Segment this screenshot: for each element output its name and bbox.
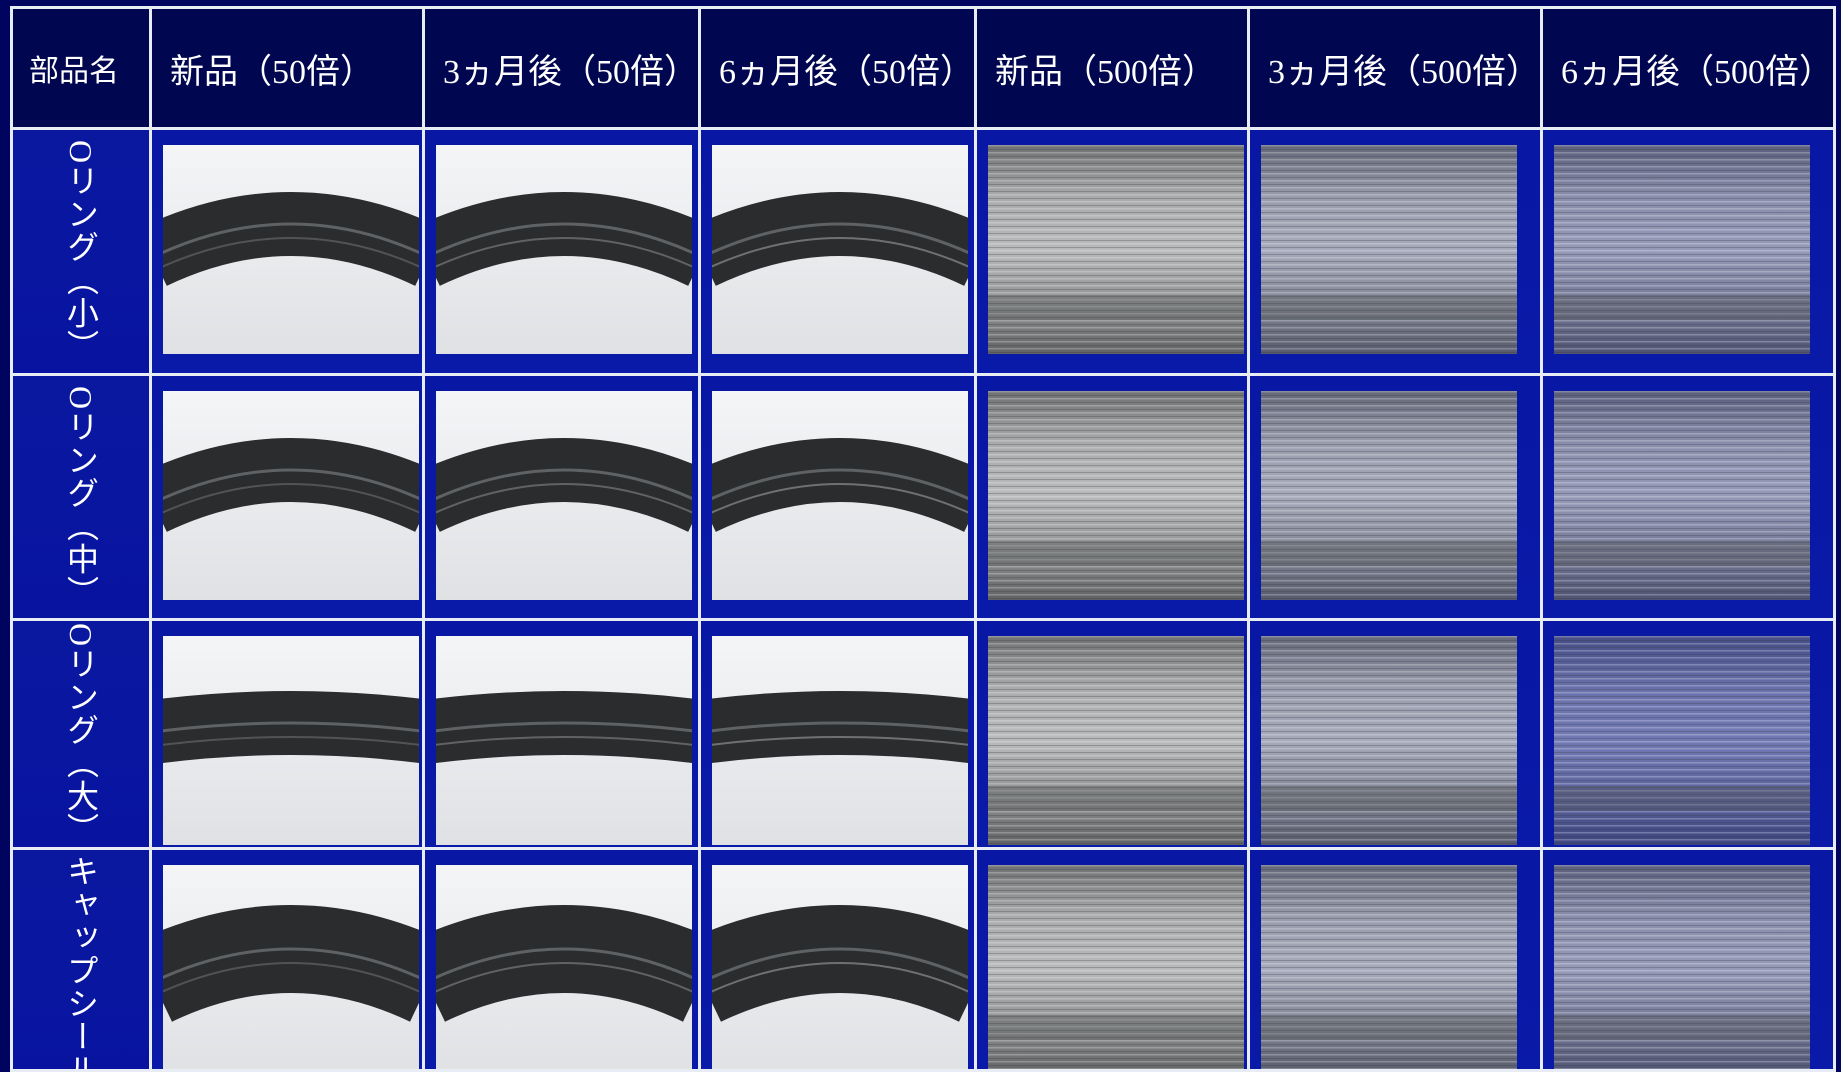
comparison-table: 部品名新品（50倍）3ヵ月後（50倍）6ヵ月後（50倍）新品（500倍）3ヵ月後… — [10, 6, 1836, 1072]
micrograph — [436, 391, 692, 600]
image-cell — [977, 621, 1247, 847]
micrograph — [1261, 636, 1517, 845]
micrograph — [163, 865, 419, 1072]
micrograph — [163, 391, 419, 600]
image-cell — [1543, 621, 1833, 847]
column-header: 3ヵ月後（500倍） — [1250, 9, 1540, 127]
micrograph — [712, 865, 968, 1072]
micrograph — [163, 636, 419, 845]
image-cell — [152, 621, 422, 847]
micrograph — [1554, 865, 1810, 1072]
image-cell — [1543, 376, 1833, 618]
image-cell — [701, 376, 974, 618]
image-cell — [152, 130, 422, 373]
image-cell — [701, 850, 974, 1072]
micrograph — [436, 636, 692, 845]
column-header: 部品名 — [13, 9, 149, 127]
micrograph — [712, 145, 968, 354]
micrograph — [712, 636, 968, 845]
image-cell — [1250, 850, 1540, 1072]
column-header: 新品（500倍） — [977, 9, 1247, 127]
image-cell — [425, 376, 698, 618]
micrograph — [436, 865, 692, 1072]
image-cell — [701, 130, 974, 373]
image-cell — [977, 850, 1247, 1072]
image-cell — [701, 621, 974, 847]
image-cell — [425, 130, 698, 373]
micrograph — [988, 145, 1244, 354]
micrograph — [1554, 636, 1810, 845]
micrograph — [1261, 865, 1517, 1072]
image-cell — [1543, 850, 1833, 1072]
image-cell — [152, 376, 422, 618]
column-header: 6ヵ月後（50倍） — [701, 9, 974, 127]
image-cell — [152, 850, 422, 1072]
micrograph — [712, 391, 968, 600]
image-cell — [977, 130, 1247, 373]
row-label: Oリング（中） — [13, 376, 149, 618]
micrograph — [988, 865, 1244, 1072]
micrograph — [988, 636, 1244, 845]
micrograph — [1261, 391, 1517, 600]
image-cell — [1250, 621, 1540, 847]
micrograph — [163, 145, 419, 354]
page: 部品名新品（50倍）3ヵ月後（50倍）6ヵ月後（50倍）新品（500倍）3ヵ月後… — [0, 0, 1841, 1072]
image-cell — [977, 376, 1247, 618]
micrograph — [988, 391, 1244, 600]
column-header: 新品（50倍） — [152, 9, 422, 127]
row-label: Oリング（小） — [13, 130, 149, 373]
image-cell — [1250, 376, 1540, 618]
micrograph — [436, 145, 692, 354]
row-label: Oリング（大） — [13, 621, 149, 847]
image-cell — [425, 621, 698, 847]
micrograph — [1554, 391, 1810, 600]
image-cell — [1250, 130, 1540, 373]
image-cell — [425, 850, 698, 1072]
micrograph — [1261, 145, 1517, 354]
column-header: 3ヵ月後（50倍） — [425, 9, 698, 127]
column-header: 6ヵ月後（500倍） — [1543, 9, 1833, 127]
micrograph — [1554, 145, 1810, 354]
row-label: キャップシール — [13, 850, 149, 1072]
image-cell — [1543, 130, 1833, 373]
